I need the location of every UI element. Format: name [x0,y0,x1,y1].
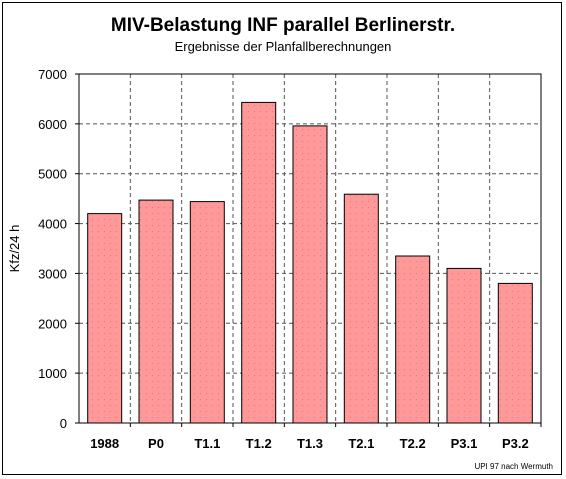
x-tick-label: T1.2 [246,436,272,451]
bar-p3-2 [497,282,533,424]
chart-subtitle: Ergebnisse der Planfallberechnungen [175,39,392,54]
x-tick-label: P0 [148,436,164,451]
bar-t1-1 [189,201,225,424]
bar-t1-2 [241,101,277,424]
y-tick-label: 1000 [38,366,67,381]
y-tick-label: 6000 [38,117,67,132]
bars [87,101,533,424]
y-tick-label: 7000 [38,67,67,82]
bar-t1-3 [292,125,328,424]
y-tick-label: 2000 [38,316,67,331]
y-tick-label: 3000 [38,266,67,281]
bar-p3-1 [446,267,482,424]
x-tick-label: T2.1 [348,436,374,451]
bar-t2-2 [395,255,431,424]
x-axis-ticks: 1988 P0 T1.1 T1.2 T1.3 T2.1 T2.2 P3.1 P3.2 [90,423,542,451]
chart-title: MIV-Belastung INF parallel Berlinerstr. [111,15,455,36]
source-note: UPI 97 nach Wermuth [474,462,553,471]
y-tick-label: 4000 [38,217,67,232]
x-tick-label: T1.1 [194,436,220,451]
y-axis-ticks: 0 1000 2000 3000 4000 5000 6000 7000 [38,67,79,431]
bar-p0 [138,199,174,424]
y-tick-label: 0 [60,416,67,431]
y-tick-label: 5000 [38,167,67,182]
x-tick-label: T2.2 [400,436,426,451]
bar-t2-1 [343,193,379,424]
plot-area [78,73,542,424]
y-axis-label: Kfz/24 h [7,225,22,273]
x-tick-label: 1988 [90,436,119,451]
bar-1988 [87,213,123,424]
x-tick-label: T1.3 [297,436,323,451]
x-tick-label: P3.2 [502,436,529,451]
x-tick-label: P3.1 [451,436,478,451]
